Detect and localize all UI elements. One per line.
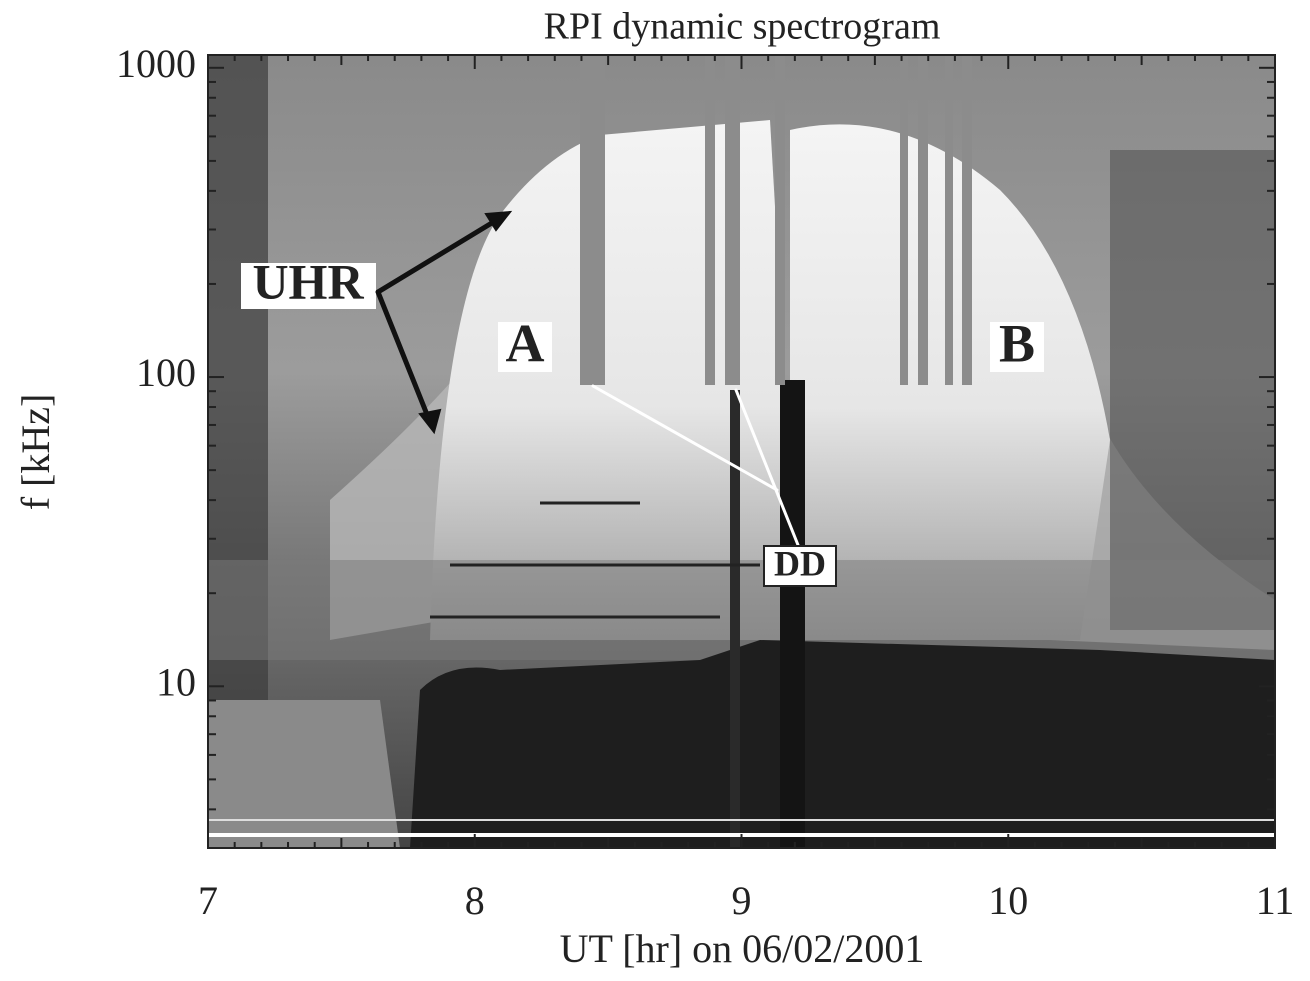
x-tick-label: 7 [198,878,218,923]
x-axis-label: UT [hr] on 06/02/2001 [560,926,925,971]
y-tick-label: 10 [156,659,196,704]
x-tick-label: 11 [1256,878,1295,923]
x-tick-label: 10 [988,878,1028,923]
annotation-dd: DD [774,543,826,583]
annotation-uhr: UHR [252,253,364,309]
spectrogram-image [208,55,1275,848]
annotations: UHR A B DD [241,210,1044,587]
x-tick-label: 8 [465,878,485,923]
y-axis-label: f [kHz] [13,394,58,511]
chart-title: RPI dynamic spectrogram [544,6,941,48]
annotation-a: A [506,313,545,373]
y-tick-label: 1000 [116,41,196,86]
annotation-b: B [999,313,1035,373]
x-tick-label: 9 [732,878,752,923]
y-tick-label: 100 [136,350,196,395]
